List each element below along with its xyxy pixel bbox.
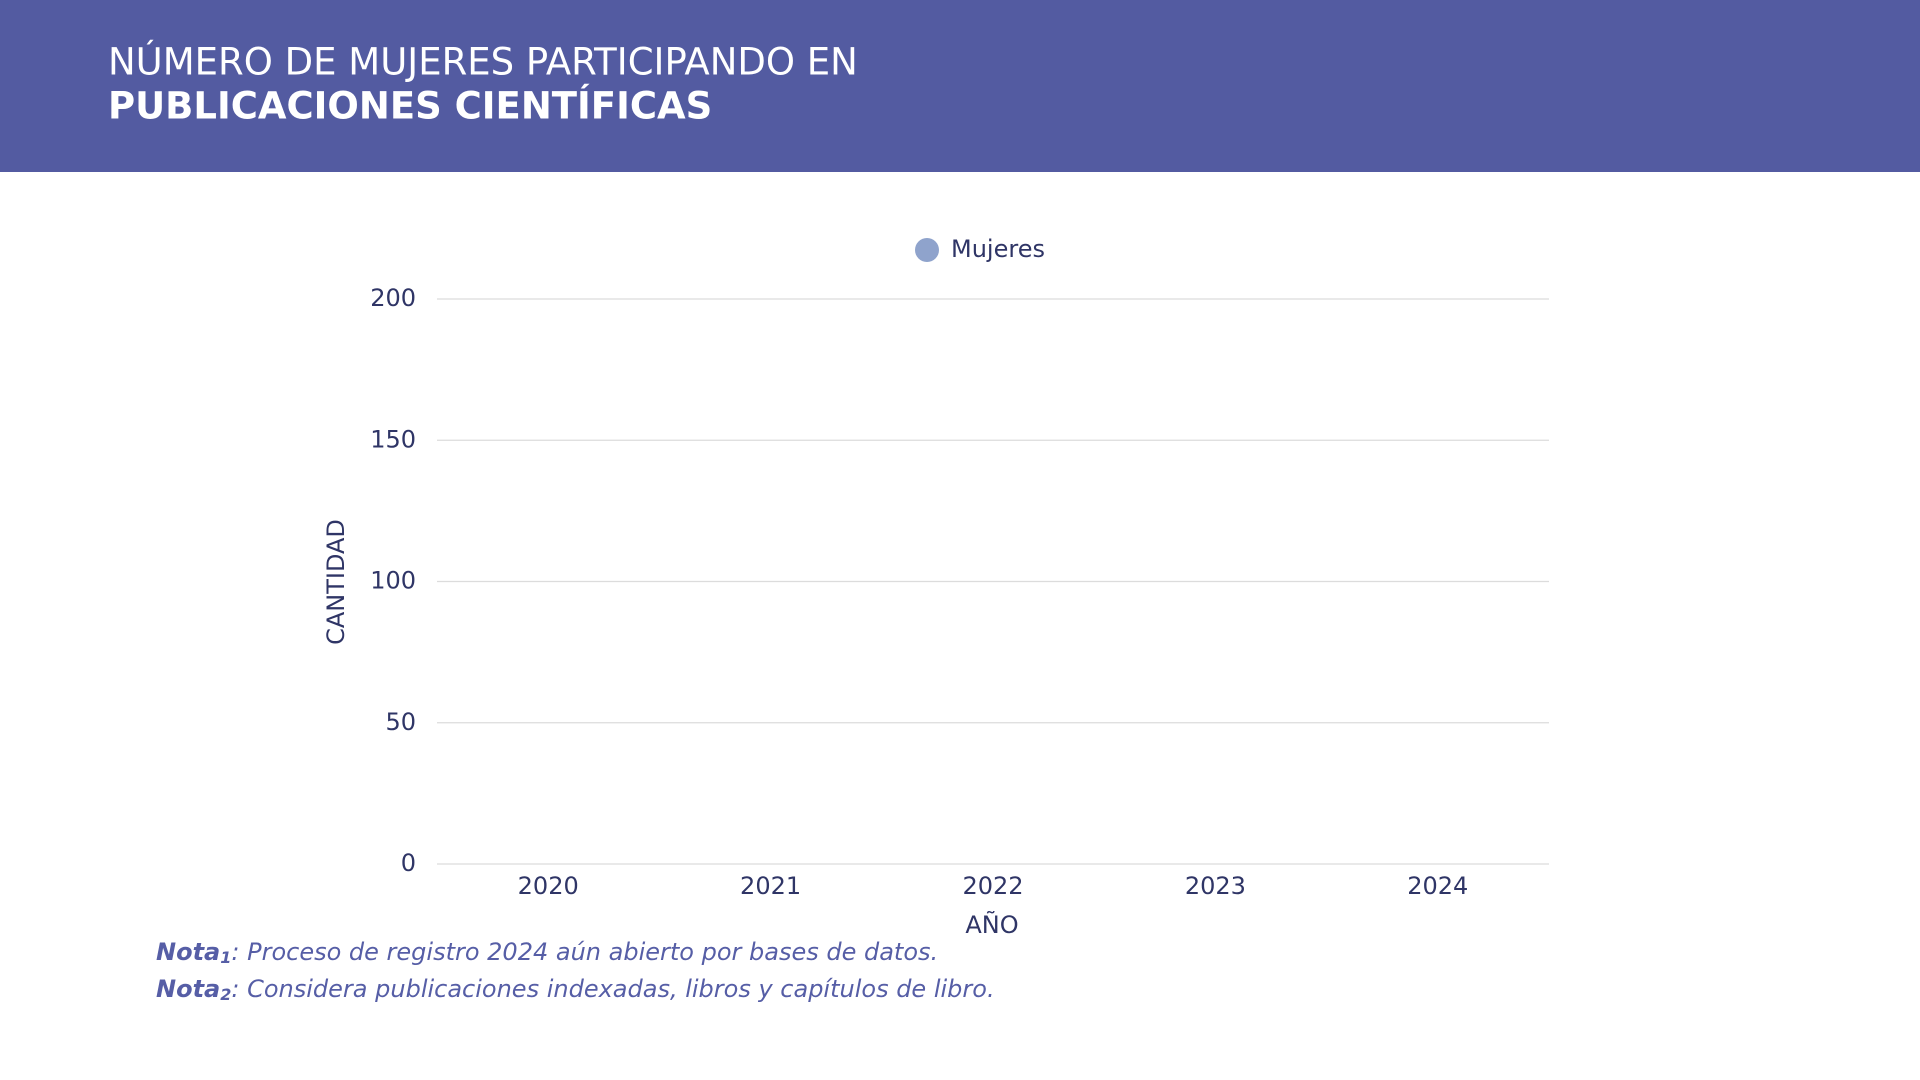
note: Nota1: Proceso de registro 2024 aún abie… xyxy=(156,938,938,967)
note-subscript: 1 xyxy=(220,948,231,967)
x-tick-label: 2024 xyxy=(1407,872,1468,900)
note: Nota2: Considera publicaciones indexadas… xyxy=(156,975,995,1004)
legend-swatch xyxy=(915,238,939,262)
note-text: : Considera publicaciones indexadas, lib… xyxy=(231,975,994,1003)
header-band xyxy=(0,0,1920,172)
x-tick-label: 2022 xyxy=(962,872,1023,900)
chart-title: PUBLICACIONES CIENTÍFICAS xyxy=(108,84,712,128)
legend-label: Mujeres xyxy=(951,235,1045,263)
chart-title: NÚMERO DE MUJERES PARTICIPANDO EN xyxy=(108,40,858,84)
x-axis-label: AÑO xyxy=(965,909,1018,939)
y-tick-label: 0 xyxy=(401,849,416,877)
x-tick-label: 2020 xyxy=(518,872,579,900)
x-tick-label: 2021 xyxy=(740,872,801,900)
y-tick-label: 100 xyxy=(370,567,416,595)
note-text: : Proceso de registro 2024 aún abierto p… xyxy=(231,938,938,966)
x-tick-label: 2023 xyxy=(1185,872,1246,900)
y-tick-label: 200 xyxy=(370,284,416,312)
note-label: Nota xyxy=(156,938,220,966)
note-label: Nota xyxy=(156,975,220,1003)
y-tick-label: 50 xyxy=(385,708,416,736)
y-tick-label: 150 xyxy=(370,425,416,453)
y-axis-label: CANTIDAD xyxy=(322,519,350,645)
note-subscript: 2 xyxy=(220,985,231,1004)
